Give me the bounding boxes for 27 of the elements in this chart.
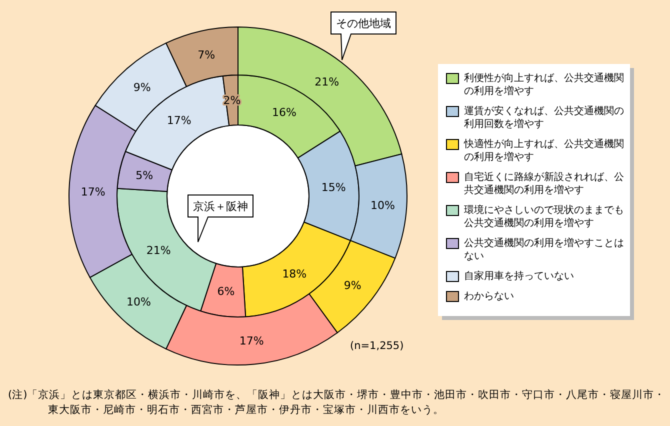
data-label: 6% — [217, 285, 235, 298]
data-label: 21% — [314, 75, 340, 88]
data-label: 10% — [370, 199, 395, 212]
data-label: 21% — [146, 244, 171, 257]
data-label: 10% — [126, 296, 151, 309]
data-label: 7% — [198, 48, 216, 62]
data-label: 17% — [166, 114, 192, 128]
legend-label: 自宅近くに路線が新設されれば、公共交通機関の利用を増やす — [464, 171, 624, 197]
data-label: 16% — [272, 106, 296, 119]
legend-label: 利便性が向上すれば、公共交通機関の利用を増やす — [464, 72, 624, 98]
text: (n=1,255) — [350, 340, 404, 352]
legend-label: 快適性が向上すれば、公共交通機関の利用を増やす — [464, 138, 624, 164]
data-label: 15% — [321, 180, 346, 194]
legend-label: わからない — [464, 290, 514, 303]
legend-label: 自家用車を持っていない — [464, 270, 574, 283]
legend-label: 運賃が安くなれば、公共交通機関の利用回数を増やす — [464, 105, 624, 131]
slice-label: その他地域 — [336, 17, 391, 30]
data-label: 9% — [133, 81, 151, 94]
data-label: 5% — [136, 169, 154, 182]
text: (注)「京浜」とは東京都区・横浜市・川崎市を、「阪神」とは大阪市・堺市・豊中市・池田市・吹田市・守口市・八尾市・寝屋川市・東大阪市・尼崎市・明石市・西宮市・芦屋市・伊丹市・宝塚市・川西市をいう。 — [8, 388, 666, 418]
data-label: 18% — [282, 268, 307, 281]
slice-label: 京浜＋阪神 — [193, 200, 248, 213]
data-label: 17% — [239, 334, 264, 348]
legend-label: 公共交通機関の利用を増やすことはない — [464, 237, 624, 263]
legend-label: 環境にやさしいので現状のままでも公共交通機関の利用を増やす — [464, 204, 624, 230]
data-label: 9% — [344, 278, 362, 292]
data-label: 17% — [80, 185, 106, 198]
